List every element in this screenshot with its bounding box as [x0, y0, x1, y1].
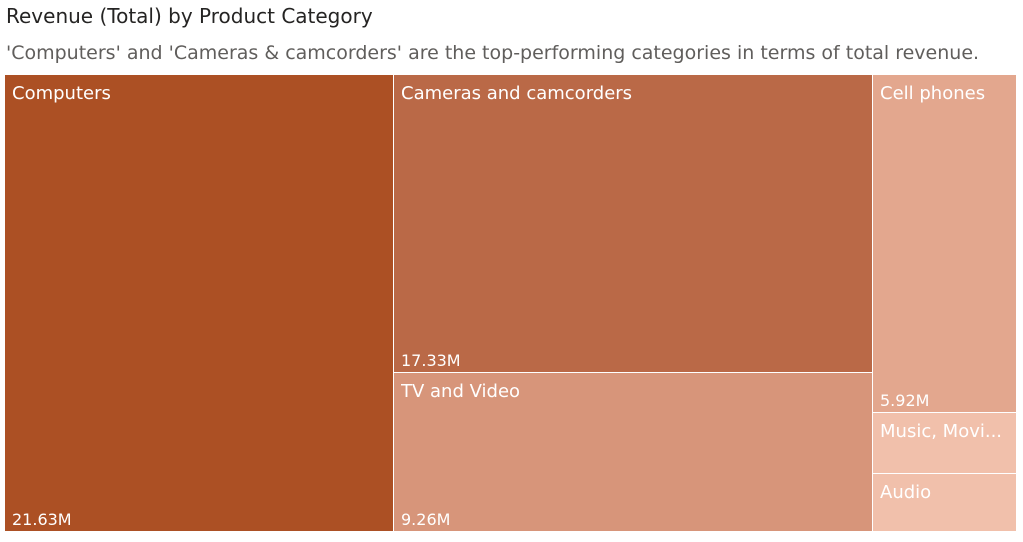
tile-label: Music, Movi... — [880, 421, 1003, 442]
tile-value-label: 9.26M — [401, 510, 451, 529]
tile-cameras-and-camcorders[interactable]: Cameras and camcorders 17.33M — [393, 74, 873, 373]
tile-cell-phones[interactable]: Cell phones 5.92M — [872, 74, 1017, 413]
chart-title: Revenue (Total) by Product Category — [6, 4, 373, 28]
tile-label: Computers — [12, 83, 111, 104]
tile-music-movies[interactable]: Music, Movi... — [872, 412, 1017, 474]
tile-audio[interactable]: Audio — [872, 473, 1017, 532]
tile-label: TV and Video — [401, 381, 521, 402]
tile-computers[interactable]: Computers 21.63M — [4, 74, 394, 532]
tile-value-label: 5.92M — [880, 391, 930, 410]
tile-value-label: 21.63M — [12, 510, 72, 529]
chart-subtitle: 'Computers' and 'Cameras & camcorders' a… — [6, 42, 980, 64]
tile-value-label: 17.33M — [401, 351, 461, 370]
tile-label: Cameras and camcorders — [401, 83, 633, 104]
tile-label: Cell phones — [880, 83, 986, 104]
tile-tv-and-video[interactable]: TV and Video 9.26M — [393, 372, 873, 532]
tile-label: Audio — [880, 482, 932, 503]
